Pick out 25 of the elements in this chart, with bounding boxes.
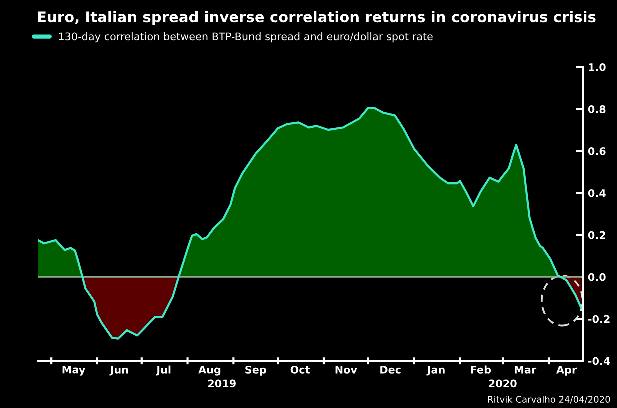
- x-tick-label: Sep: [246, 366, 266, 376]
- y-tick-label: 0.6: [588, 147, 606, 156]
- y-tick-label: 0.8: [588, 106, 606, 114]
- y-tick-label: 0.4: [588, 189, 606, 198]
- y-tick-label: -0.2: [588, 315, 610, 324]
- y-tick-label: 1.0: [589, 64, 606, 72]
- x-tick-label: Jun: [110, 366, 128, 376]
- x-tick-label: Oct: [290, 366, 310, 374]
- y-tick-label: 0.0: [588, 273, 606, 282]
- x-tick-label: Mar: [515, 366, 537, 374]
- text: Ritvik Carvalho 24/04/2020: [488, 396, 610, 404]
- x-tick-label: Jul: [156, 366, 171, 376]
- x-tick-label: Feb: [471, 366, 492, 374]
- chart-title: Euro, Italian spread inverse correlation returns in coronavirus crisis: [38, 11, 596, 26]
- x-tick-label: Nov: [336, 366, 358, 374]
- x-tick-label: Apr: [556, 366, 578, 376]
- legend-label: 130-day correlation between BTP-Bund spread and euro/dollar spot rate: [59, 32, 433, 43]
- x-tick-label: Dec: [380, 366, 401, 374]
- y-tick-label: -0.4: [588, 357, 610, 366]
- text: 2020: [489, 380, 517, 388]
- x-tick-label: Aug: [198, 366, 221, 376]
- x-tick-label: May: [62, 366, 86, 376]
- x-tick-label: Jan: [426, 366, 445, 376]
- text: 2019: [208, 380, 236, 388]
- y-tick-label: 0.2: [588, 231, 606, 240]
